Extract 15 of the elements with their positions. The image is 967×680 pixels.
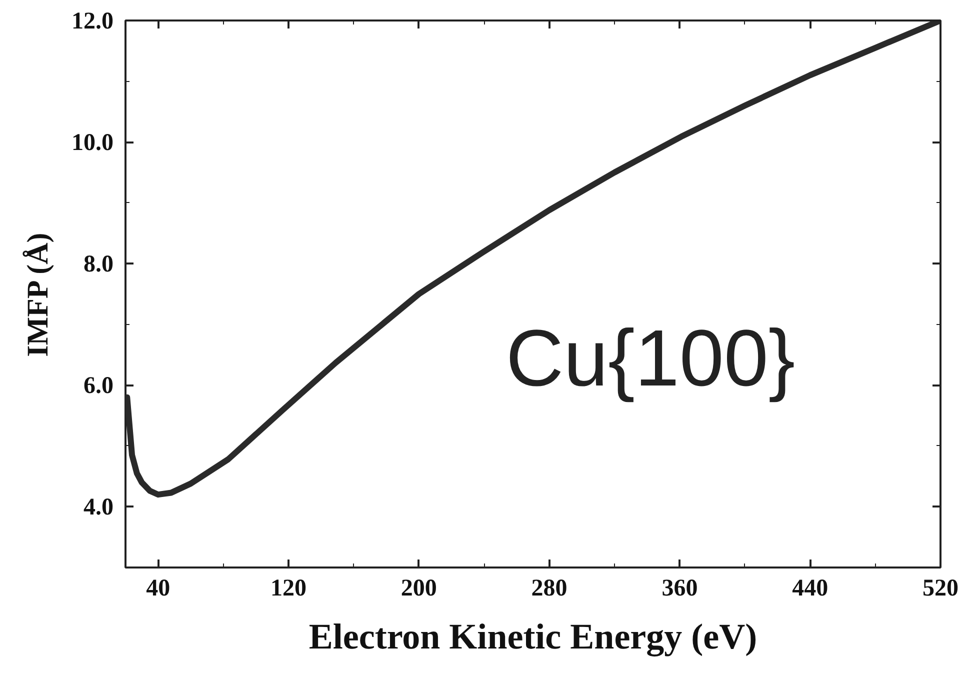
x-tick-label: 200 xyxy=(400,576,437,602)
x-tick-label: 280 xyxy=(531,576,568,602)
x-tick-label: 440 xyxy=(792,576,828,602)
y-tick-label: 10.0 xyxy=(72,130,114,156)
y-tick-label: 4.0 xyxy=(84,494,114,521)
y-tick-label: 6.0 xyxy=(84,373,114,400)
y-tick-label: 8.0 xyxy=(84,252,114,278)
y-axis-title: IMFP (Å) xyxy=(22,232,54,357)
x-axis-title: Electron Kinetic Energy (eV) xyxy=(308,616,758,656)
x-tick-label: 120 xyxy=(270,576,306,602)
x-tick-label: 360 xyxy=(662,576,698,602)
x-tick-label: 40 xyxy=(146,576,170,602)
annotation: Cu{100} xyxy=(506,314,796,402)
x-tick-label: 520 xyxy=(922,576,958,602)
y-tick-label: 12.0 xyxy=(72,8,114,34)
